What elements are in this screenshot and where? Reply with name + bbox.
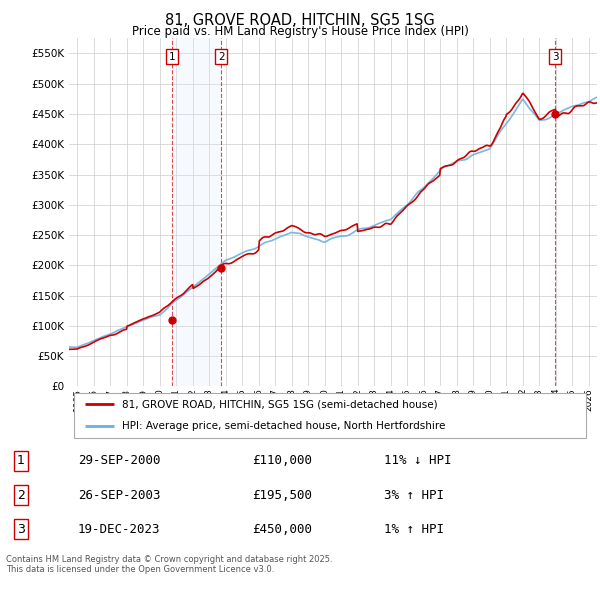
- Text: 11% ↓ HPI: 11% ↓ HPI: [384, 454, 452, 467]
- Text: £450,000: £450,000: [252, 523, 312, 536]
- Text: 2: 2: [218, 51, 224, 61]
- Text: 2: 2: [17, 489, 25, 502]
- Text: Price paid vs. HM Land Registry's House Price Index (HPI): Price paid vs. HM Land Registry's House …: [131, 25, 469, 38]
- Text: 1% ↑ HPI: 1% ↑ HPI: [384, 523, 444, 536]
- Text: 3: 3: [17, 523, 25, 536]
- Text: 19-DEC-2023: 19-DEC-2023: [78, 523, 161, 536]
- Text: 26-SEP-2003: 26-SEP-2003: [78, 489, 161, 502]
- Bar: [172, 38, 221, 386]
- Text: 81, GROVE ROAD, HITCHIN, SG5 1SG: 81, GROVE ROAD, HITCHIN, SG5 1SG: [165, 13, 435, 28]
- Text: £110,000: £110,000: [252, 454, 312, 467]
- Text: 29-SEP-2000: 29-SEP-2000: [78, 454, 161, 467]
- Text: £195,500: £195,500: [252, 489, 312, 502]
- FancyBboxPatch shape: [74, 392, 586, 438]
- Text: 3: 3: [552, 51, 559, 61]
- Text: 1: 1: [17, 454, 25, 467]
- Text: 1: 1: [169, 51, 175, 61]
- Text: 3% ↑ HPI: 3% ↑ HPI: [384, 489, 444, 502]
- Text: HPI: Average price, semi-detached house, North Hertfordshire: HPI: Average price, semi-detached house,…: [122, 421, 445, 431]
- Text: 81, GROVE ROAD, HITCHIN, SG5 1SG (semi-detached house): 81, GROVE ROAD, HITCHIN, SG5 1SG (semi-d…: [122, 399, 437, 409]
- Text: Contains HM Land Registry data © Crown copyright and database right 2025.
This d: Contains HM Land Registry data © Crown c…: [6, 555, 332, 574]
